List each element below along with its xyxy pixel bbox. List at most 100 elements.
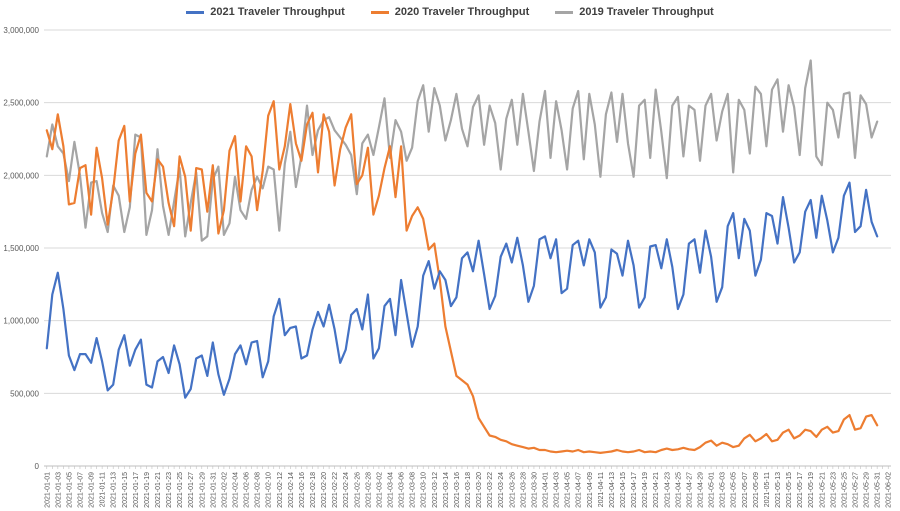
x-tick-label: 2021-05-27 <box>853 472 860 508</box>
x-tick-label: 2021-05-03 <box>720 472 727 508</box>
x-tick-label: 2021-01-17 <box>133 472 140 508</box>
y-tick-label: 3,000,000 <box>3 26 39 35</box>
x-tick-label: 2021-01-07 <box>77 472 84 508</box>
y-tick-label: 1,000,000 <box>3 317 39 326</box>
x-tick-label: 2021-04-21 <box>653 472 660 508</box>
legend-swatch-2020 <box>370 10 389 14</box>
x-tick-label: 2021-05-21 <box>819 472 826 508</box>
x-tick-label: 2021-03-12 <box>432 472 439 508</box>
x-tick-label: 2021-05-17 <box>797 472 804 508</box>
x-tick-label: 2021-04-19 <box>642 472 649 508</box>
x-tick-label: 2021-02-28 <box>365 472 372 508</box>
x-tick-label: 2021-04-27 <box>686 472 693 508</box>
y-tick-label: 2,000,000 <box>3 171 39 180</box>
series-line-2019 <box>45 59 879 242</box>
x-tick-label: 2021-04-15 <box>620 472 627 508</box>
x-tick-label: 2021-04-17 <box>631 472 638 508</box>
x-tick-label: 2021-04-13 <box>609 472 616 508</box>
legend-label-2020: 2020 Traveler Throughput <box>394 6 530 18</box>
x-tick-label: 2021-02-26 <box>354 472 361 508</box>
x-tick-label: 2021-03-24 <box>498 472 505 508</box>
x-tick-label: 2021-01-31 <box>210 472 217 508</box>
x-tick-label: 2021-01-29 <box>199 472 206 508</box>
x-tick-label: 2021-03-28 <box>520 472 527 508</box>
x-tick-label: 2021-02-16 <box>299 472 306 508</box>
x-tick-label: 2021-02-20 <box>321 472 328 508</box>
x-tick-label: 2021-02-12 <box>277 472 284 508</box>
x-tick-label: 2021-05-31 <box>875 472 882 508</box>
x-tick-label: 2021-03-10 <box>421 472 428 508</box>
x-tick-label: 2021-04-03 <box>554 472 561 508</box>
gridlines <box>44 29 891 467</box>
x-tick-label: 2021-05-25 <box>841 472 848 508</box>
x-tick-label: 2021-04-11 <box>598 472 605 507</box>
x-tick-label: 2021-03-04 <box>387 472 394 508</box>
legend-item-2020: 2020 Traveler Throughput <box>370 6 530 18</box>
x-tick-label: 2021-03-16 <box>454 472 461 508</box>
x-axis: 2021-01-01 2021-01-03 2021-01-05 2021-01-07… <box>44 466 893 508</box>
y-tick-label: 500,000 <box>10 389 39 398</box>
x-tick-label: 2021-01-27 <box>188 472 195 508</box>
x-tick-label: 2021-02-06 <box>244 472 251 508</box>
x-tick-label: 2021-04-25 <box>675 472 682 508</box>
x-tick-label: 2021-05-29 <box>864 472 871 508</box>
x-tick-label: 2021-03-30 <box>531 472 538 508</box>
series-lines <box>45 59 879 454</box>
y-tick-label: 2,500,000 <box>3 99 39 108</box>
x-tick-label: 2021-05-19 <box>808 472 815 508</box>
x-tick-label: 2021-05-11 <box>764 472 771 507</box>
x-tick-label: 2021-01-11 <box>100 472 107 507</box>
x-tick-label: 2021-01-25 <box>177 472 184 508</box>
x-tick-label: 2021-02-08 <box>255 472 262 508</box>
x-tick-label: 2021-01-23 <box>166 472 173 508</box>
series-line-2021 <box>45 181 879 399</box>
x-tick-label: 2021-02-24 <box>343 472 350 508</box>
chart-legend: 2021 Traveler Throughput 2020 Traveler T… <box>0 6 900 18</box>
x-tick-label: 2021-04-01 <box>543 472 550 508</box>
x-tick-label: 2021-02-02 <box>221 472 228 508</box>
x-tick-label: 2021-03-08 <box>410 472 417 508</box>
x-tick-label: 2021-03-06 <box>399 472 406 508</box>
x-tick-label: 2021-03-26 <box>509 472 516 508</box>
x-tick-label: 2021-02-18 <box>310 472 317 508</box>
legend-item-2021: 2021 Traveler Throughput <box>186 6 345 18</box>
x-tick-label: 2021-04-23 <box>664 472 671 508</box>
x-tick-label: 2021-02-04 <box>232 472 239 508</box>
x-tick-label: 2021-01-21 <box>155 472 162 508</box>
x-tick-label: 2021-05-15 <box>786 472 793 508</box>
x-tick-label: 2021-05-07 <box>742 472 749 508</box>
y-tick-label: 1,500,000 <box>3 244 39 253</box>
x-tick-label: 2021-01-05 <box>66 472 73 508</box>
x-tick-label: 2021-04-29 <box>698 472 705 508</box>
legend-label-2021: 2021 Traveler Throughput <box>210 6 345 18</box>
x-tick-label: 2021-03-20 <box>476 472 483 508</box>
x-tick-label: 2021-04-07 <box>576 472 583 508</box>
x-tick-label: 2021-05-05 <box>731 472 738 508</box>
x-tick-label: 2021-04-09 <box>587 472 594 508</box>
x-tick-label: 2021-01-19 <box>144 472 151 508</box>
legend-swatch-2021 <box>186 10 205 14</box>
x-tick-label: 2021-03-14 <box>443 472 450 508</box>
x-tick-label: 2021-05-09 <box>753 472 760 508</box>
legend-label-2019: 2019 Traveler Throughput <box>579 6 714 18</box>
x-tick-label: 2021-01-01 <box>44 472 51 508</box>
x-tick-label: 2021-05-01 <box>709 472 716 508</box>
x-tick-label: 2021-01-13 <box>111 472 118 508</box>
x-tick-label: 2021-03-22 <box>487 472 494 508</box>
x-tick-label: 2021-02-14 <box>288 472 295 508</box>
series-line-2020 <box>45 100 879 454</box>
y-tick-label: 0 <box>35 462 40 471</box>
x-tick-label: 2021-01-15 <box>122 472 129 508</box>
x-tick-label: 2021-02-22 <box>332 472 339 508</box>
x-tick-label: 2021-01-09 <box>89 472 96 508</box>
x-tick-label: 2021-05-13 <box>775 472 782 508</box>
x-tick-label: 2021-03-02 <box>376 472 383 508</box>
x-tick-label: 2021-02-10 <box>266 472 273 508</box>
x-tick-label: 2021-06-02 <box>886 472 893 508</box>
x-tick-label: 2021-04-05 <box>565 472 572 508</box>
y-axis: 0 500,000 1,000,000 1,500,000 2,000,000 2,500… <box>3 26 39 471</box>
legend-item-2019: 2019 Traveler Throughput <box>555 6 714 18</box>
x-tick-label: 2021-03-18 <box>465 472 472 508</box>
x-tick-label: 2021-01-03 <box>55 472 62 508</box>
